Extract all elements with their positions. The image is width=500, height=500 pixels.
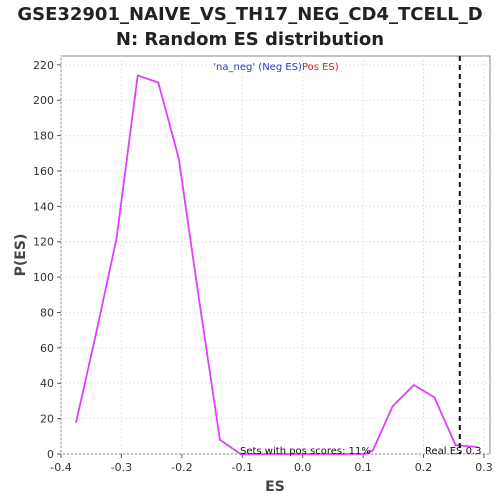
chart-title-line-1: GSE32901_NAIVE_VS_TH17_NEG_CD4_TCELL_D (17, 4, 483, 25)
y-axis-ticks: 0 20 40 60 80 100 120 140 160 180 200 220 (33, 59, 61, 461)
data-point (433, 396, 436, 399)
data-point (412, 384, 415, 386)
data-point (115, 237, 118, 240)
data-point (136, 74, 139, 77)
y-tick-label: 80 (40, 306, 54, 319)
data-point (364, 453, 366, 455)
y-tick-label: 60 (40, 342, 54, 355)
x-tick-label: 0.1 (354, 461, 372, 474)
pos-scores-annotation: Sets with pos scores: 11% (240, 446, 371, 457)
data-point (391, 405, 394, 408)
data-point (454, 444, 457, 447)
x-tick-label: -0.2 (171, 461, 192, 474)
grid-lines (60, 56, 490, 455)
x-tick-label: -0.1 (232, 461, 253, 474)
legend: 'na_neg' (Neg ES)Pos ES) (213, 62, 338, 73)
chart-title-line-2: N: Random ES distribution (115, 29, 385, 50)
y-tick-label: 220 (33, 59, 54, 72)
x-tick-label: 0.2 (415, 461, 433, 474)
y-tick-label: 120 (33, 236, 54, 249)
data-point (157, 81, 160, 84)
chart-title: GSE32901_NAIVE_VS_TH17_NEG_CD4_TCELL_D N… (0, 2, 500, 52)
y-tick-label: 20 (40, 413, 54, 426)
y-tick-label: 180 (33, 130, 54, 143)
series-layer (75, 74, 478, 455)
data-point (301, 453, 304, 455)
data-point (260, 453, 262, 455)
data-point (75, 421, 78, 424)
y-tick-label: 100 (33, 271, 54, 284)
data-point (198, 300, 201, 303)
y-tick-label: 140 (33, 200, 54, 213)
x-axis-ticks: -0.4 -0.3 -0.2 -0.1 0.0 0.1 0.2 0.3 (50, 454, 493, 474)
data-point (239, 453, 242, 455)
data-point (371, 449, 374, 452)
data-point (219, 438, 221, 441)
x-tick-label: 0.0 (294, 461, 312, 474)
x-tick-label: -0.3 (111, 461, 132, 474)
x-tick-label: 0.3 (475, 461, 493, 474)
y-tick-label: 0 (47, 448, 54, 461)
plot-area (60, 55, 491, 455)
x-axis-label: ES (265, 479, 285, 495)
data-point (475, 446, 478, 448)
y-axis-label: P(ES) (13, 234, 29, 277)
data-point (95, 332, 97, 335)
data-point (177, 157, 180, 160)
y-tick-label: 200 (33, 94, 54, 107)
data-point (322, 453, 325, 455)
y-tick-label: 160 (33, 165, 54, 178)
x-tick-label: -0.4 (50, 461, 71, 474)
data-point (342, 453, 345, 455)
real-es-annotation: Real ES 0.3 (425, 446, 481, 457)
y-tick-label: 40 (40, 377, 54, 390)
data-point (281, 453, 284, 455)
